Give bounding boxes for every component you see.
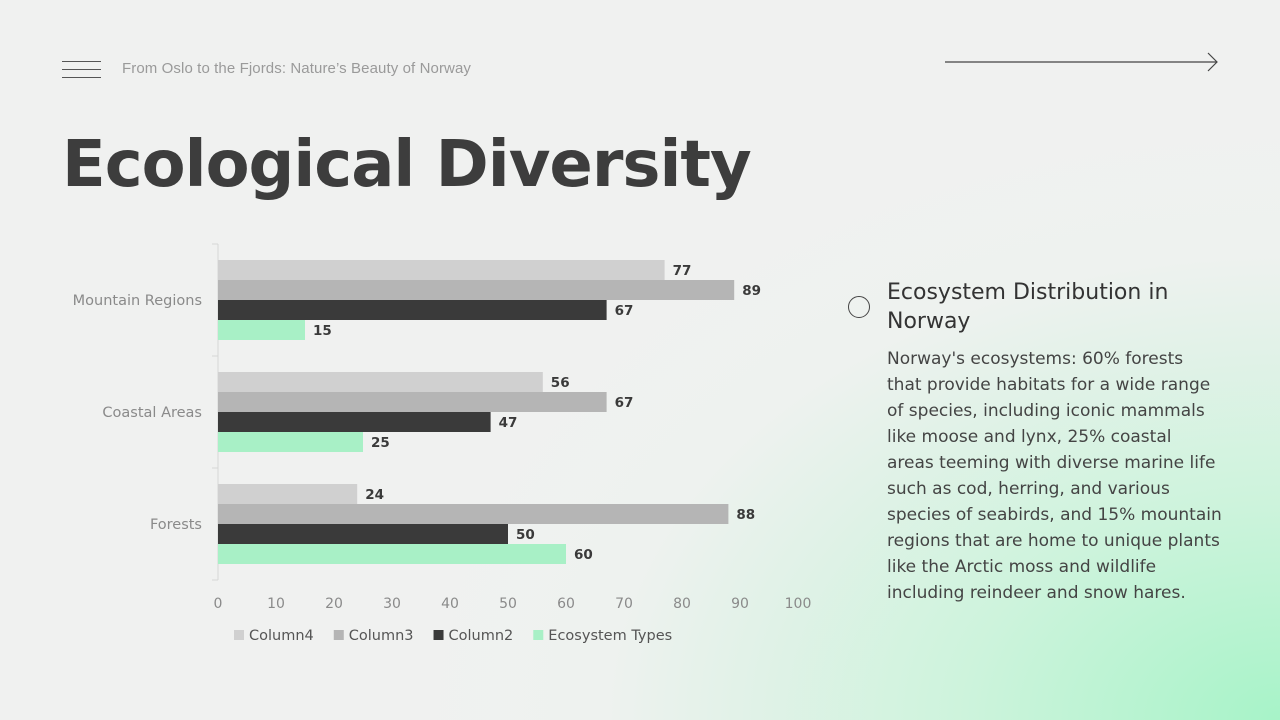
- category-label: Mountain Regions: [73, 293, 202, 309]
- x-tick-label: 0: [214, 596, 223, 612]
- legend-label: Column2: [449, 628, 514, 644]
- data-label: 88: [736, 507, 755, 523]
- page-title: Ecological Diversity: [62, 128, 752, 202]
- category-label: Coastal Areas: [102, 405, 202, 421]
- data-label: 25: [371, 435, 390, 451]
- bar: [218, 504, 729, 524]
- x-tick-label: 60: [557, 596, 575, 612]
- bar: [218, 260, 665, 280]
- x-tick-label: 70: [615, 596, 633, 612]
- data-label: 15: [313, 323, 332, 339]
- presentation-subtitle: From Oslo to the Fjords: Nature’s Beauty…: [122, 60, 472, 77]
- data-label: 56: [551, 375, 570, 391]
- x-tick-label: 40: [441, 596, 459, 612]
- x-tick-label: 80: [673, 596, 691, 612]
- data-label: 77: [673, 263, 692, 279]
- x-tick-label: 50: [499, 596, 517, 612]
- bar: [218, 524, 508, 544]
- data-label: 47: [499, 415, 518, 431]
- bar: [218, 372, 543, 392]
- bar: [218, 320, 305, 340]
- bar: [218, 544, 566, 564]
- x-tick-label: 100: [785, 596, 812, 612]
- bar: [218, 432, 363, 452]
- category-label: Forests: [150, 517, 202, 533]
- data-label: 60: [574, 547, 593, 563]
- ecosystem-bar-chart: Mountain Regions 77 89 67 15 Coastal Areas 56 6…: [73, 243, 812, 644]
- legend-label: Column3: [349, 628, 414, 644]
- bar: [218, 484, 358, 504]
- sidebar-body: Norway's ecosystems: 60% forests that pr…: [887, 349, 1222, 603]
- sidebar-heading: Ecosystem Distribution in Norway: [887, 280, 1169, 334]
- legend-swatch: [333, 630, 344, 640]
- legend-label: Ecosystem Types: [548, 628, 672, 644]
- x-tick-label: 10: [267, 596, 285, 612]
- legend-label: Column4: [249, 628, 314, 644]
- hamburger-menu-icon[interactable]: [62, 61, 101, 78]
- legend-swatch: [234, 630, 244, 640]
- legend-swatch: [533, 630, 544, 640]
- x-tick-label: 30: [383, 596, 401, 612]
- arrow-right-icon[interactable]: [945, 52, 1220, 72]
- bar: [218, 392, 607, 412]
- bar: [218, 300, 607, 320]
- x-tick-label: 20: [325, 596, 343, 612]
- data-label: 89: [742, 283, 761, 299]
- x-tick-label: 90: [731, 596, 749, 612]
- data-label: 24: [365, 487, 384, 503]
- bar: [218, 412, 491, 432]
- data-label: 67: [615, 303, 634, 319]
- legend-swatch: [433, 630, 444, 640]
- bar: [218, 280, 735, 300]
- circle-bullet-icon: [848, 296, 870, 318]
- data-label: 50: [516, 527, 535, 543]
- data-label: 67: [615, 395, 634, 411]
